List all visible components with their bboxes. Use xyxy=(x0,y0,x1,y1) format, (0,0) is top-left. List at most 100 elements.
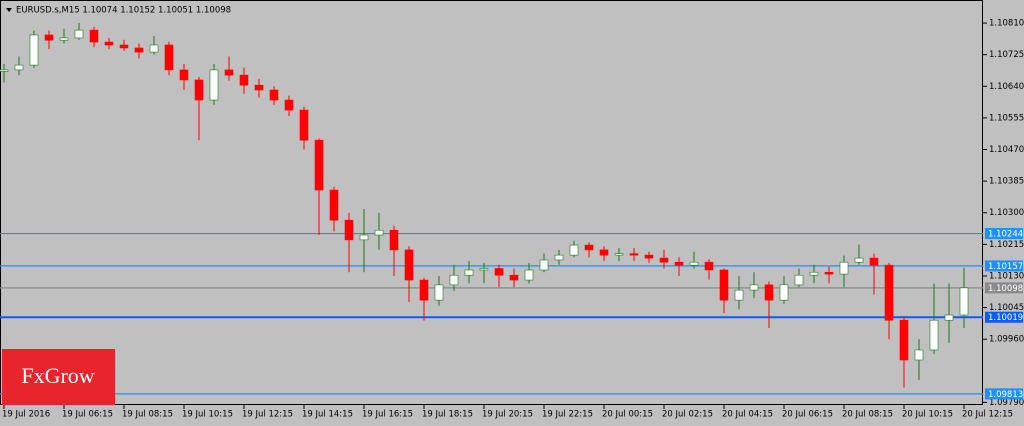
x-tick-label: 20 Jul 00:15 xyxy=(602,410,653,420)
y-tick-label: 1.10215 xyxy=(989,240,1024,250)
level-label: 1.10098 xyxy=(988,284,1023,294)
level-label: 1.10157 xyxy=(988,262,1023,272)
candle-body xyxy=(419,279,429,301)
candle-body xyxy=(809,271,819,276)
candle-body xyxy=(269,89,279,101)
candle-body xyxy=(644,254,654,259)
candle-body xyxy=(254,84,264,91)
y-tick-label: 1.10470 xyxy=(989,145,1024,155)
candle-body xyxy=(344,219,354,241)
x-tick-label: 20 Jul 06:15 xyxy=(782,410,833,420)
candle-body xyxy=(404,249,414,281)
x-tick-label: 19 Jul 20:15 xyxy=(482,410,533,420)
candle-body xyxy=(149,44,159,53)
candle-body xyxy=(299,109,309,141)
candle-body xyxy=(29,34,39,66)
y-tick-label: 1.09790 xyxy=(989,398,1024,408)
x-tick-label: 19 Jul 06:15 xyxy=(62,410,113,420)
candle-body xyxy=(389,229,399,251)
x-tick-label: 19 Jul 14:15 xyxy=(302,410,353,420)
x-tick-label: 20 Jul 08:15 xyxy=(842,410,893,420)
candle-body xyxy=(284,99,294,111)
y-tick-label: 1.10130 xyxy=(989,271,1024,281)
candle-body xyxy=(134,47,144,53)
level-label-box xyxy=(985,388,1023,400)
candle-body xyxy=(554,254,564,261)
candle-body xyxy=(209,69,219,101)
candle-body xyxy=(0,69,9,72)
candle-body xyxy=(164,44,174,71)
y-tick-label: 1.10045 xyxy=(989,303,1024,313)
candle-body xyxy=(884,264,894,321)
x-tick-label: 19 Jul 12:15 xyxy=(242,410,293,420)
candle-body xyxy=(839,261,849,275)
candle-body xyxy=(464,269,474,276)
candle-body xyxy=(74,29,84,39)
x-tick-label: 19 Jul 08:15 xyxy=(122,410,173,420)
logo-text: FxGrow xyxy=(21,363,94,388)
candle-body xyxy=(104,41,114,46)
candle-body xyxy=(239,74,249,86)
candle-body xyxy=(689,261,699,266)
level-label: 1.10244 xyxy=(988,230,1023,240)
level-label-box xyxy=(985,228,1023,240)
candle-body xyxy=(869,257,879,266)
candle-body xyxy=(599,249,609,256)
level-label-box xyxy=(985,260,1023,272)
level-label: 1.10019 xyxy=(988,313,1023,323)
candle-body xyxy=(59,37,69,41)
x-tick-label: 19 Jul 22:15 xyxy=(542,410,593,420)
candle-body xyxy=(479,268,489,271)
candle-body xyxy=(44,34,54,41)
logo-box xyxy=(2,349,115,405)
candle-body xyxy=(359,234,369,241)
candle-body xyxy=(179,69,189,81)
candle-body xyxy=(659,257,669,263)
level-label: 1.09813 xyxy=(988,390,1023,400)
menu-arrow[interactable] xyxy=(6,8,12,12)
candle-body xyxy=(569,244,579,256)
candle-body xyxy=(824,271,834,275)
x-tick-label: 19 Jul 2016 xyxy=(2,410,50,420)
x-tick-label: 19 Jul 16:15 xyxy=(362,410,413,420)
y-tick-label: 1.10555 xyxy=(989,113,1024,123)
chart-title: EURUSD.s,M15 1.10074 1.10152 1.10051 1.1… xyxy=(16,6,231,16)
plot-frame xyxy=(0,0,983,405)
candle-body xyxy=(704,261,714,271)
level-label-box xyxy=(985,311,1023,323)
candle-body xyxy=(194,79,204,101)
candle-body xyxy=(944,314,954,321)
candle-body xyxy=(539,259,549,271)
candle-body xyxy=(509,274,519,281)
candle-body xyxy=(374,229,384,236)
candle-body xyxy=(524,269,534,281)
candle-body xyxy=(749,284,759,291)
y-tick-label: 1.10810 xyxy=(989,19,1024,29)
candle-body xyxy=(779,284,789,301)
candle-body xyxy=(314,139,324,191)
x-tick-label: 19 Jul 10:15 xyxy=(182,410,233,420)
y-tick-label: 1.10385 xyxy=(989,177,1024,187)
candle-body xyxy=(899,319,909,361)
candle-body xyxy=(629,253,639,256)
candle-body xyxy=(734,289,744,301)
candle-body xyxy=(719,269,729,301)
y-tick-label: 1.10640 xyxy=(989,82,1024,92)
candle-body xyxy=(119,44,129,49)
candle-body xyxy=(959,287,969,316)
x-tick-label: 20 Jul 02:15 xyxy=(662,410,713,420)
candle-body xyxy=(14,64,24,71)
y-tick-label: 1.10300 xyxy=(989,208,1024,218)
y-tick-label: 1.10725 xyxy=(989,50,1024,60)
candle-body xyxy=(494,268,504,276)
candle-body xyxy=(449,274,459,286)
candle-body xyxy=(434,284,444,301)
candle-body xyxy=(674,261,684,266)
x-tick-label: 20 Jul 04:15 xyxy=(722,410,773,420)
candle-body xyxy=(914,349,924,361)
candle-body xyxy=(854,257,864,263)
candle-body xyxy=(89,29,99,43)
candle-body xyxy=(224,69,234,76)
